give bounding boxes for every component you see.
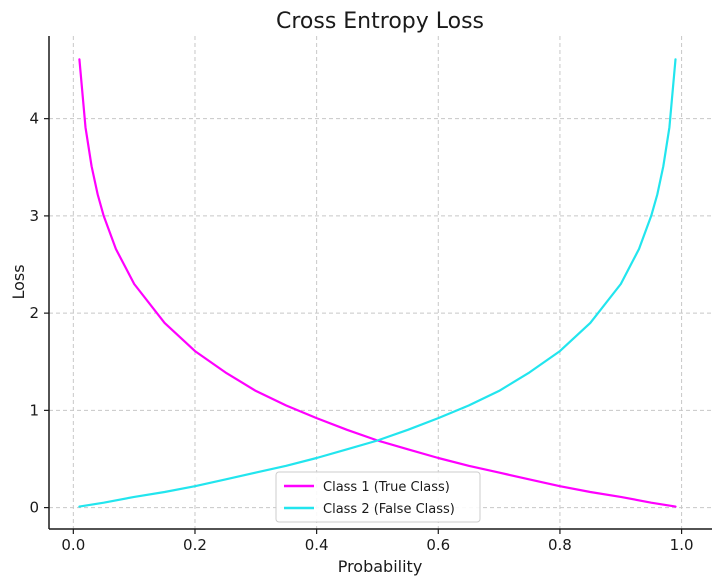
x-tick-label: 0.8 (548, 536, 572, 554)
x-tick-label: 0.0 (61, 536, 85, 554)
legend-label-class-2: Class 2 (False Class) (323, 502, 455, 517)
x-tick-label: 0.6 (426, 536, 450, 554)
y-axis-label: Loss (9, 264, 28, 299)
x-tick-label: 0.2 (183, 536, 207, 554)
axes (48, 36, 712, 530)
y-tick-label: 4 (29, 110, 39, 128)
ticks: 0.0 0.2 0.4 0.6 0.8 1.0 0 1 2 3 4 (29, 110, 693, 554)
legend-label-class-1: Class 1 (True Class) (323, 480, 450, 495)
series-line-class-1 (78, 58, 677, 508)
series-lines (78, 58, 677, 508)
x-tick-label: 0.4 (305, 536, 329, 554)
y-tick-label: 1 (29, 401, 39, 419)
legend: Class 1 (True Class) Class 2 (False Clas… (275, 471, 481, 523)
legend-box (275, 471, 481, 523)
y-tick-label: 2 (29, 304, 39, 322)
y-tick-label: 0 (29, 499, 39, 517)
grid-lines (49, 36, 712, 529)
y-tick-label: 3 (29, 207, 39, 225)
x-tick-label: 1.0 (670, 536, 694, 554)
chart-title: Cross Entropy Loss (276, 9, 484, 34)
series-line-class-2 (78, 58, 677, 508)
x-axis-label: Probability (338, 557, 423, 576)
